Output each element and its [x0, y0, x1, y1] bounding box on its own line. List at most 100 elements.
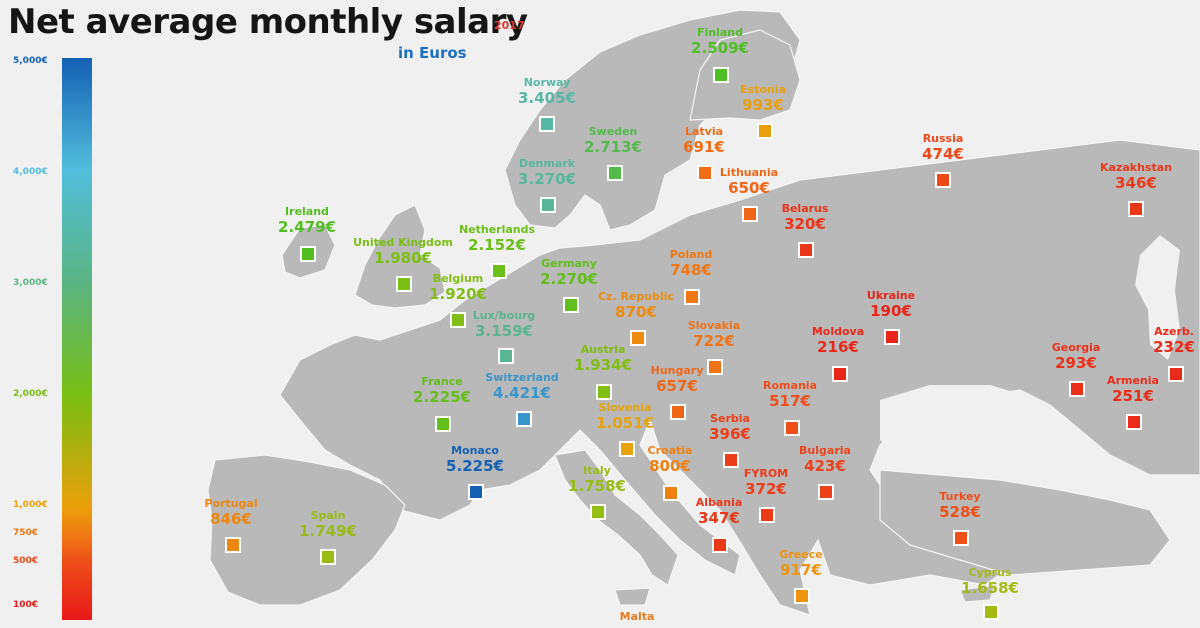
country-marker-slovakia — [707, 359, 723, 375]
country-name: Moldova — [811, 325, 865, 338]
country-salary: 691€ — [683, 137, 725, 156]
country-name: Russia — [922, 132, 964, 145]
country-salary: 2.509€ — [691, 38, 749, 57]
country-name: Latvia — [684, 125, 724, 138]
country-marker-sweden — [607, 165, 623, 181]
country-label-malta: Malta — [620, 610, 655, 624]
country-name: Portugal — [204, 497, 258, 510]
country-name: Slovakia — [687, 319, 741, 332]
country-label-estonia: Estonia 993€ — [740, 83, 786, 114]
country-salary: 216€ — [817, 337, 859, 356]
country-name: Switzerland — [485, 371, 559, 384]
country-name: Croatia — [647, 444, 693, 457]
country-marker-belarus — [798, 242, 814, 258]
country-label-spain: Spain 1.749€ — [299, 509, 357, 540]
country-name: Slovenia — [598, 401, 652, 414]
country-marker-netherlands — [491, 263, 507, 279]
caspian-sea — [1135, 235, 1180, 360]
country-label-azerb: Azerb. 232€ — [1153, 325, 1195, 356]
country-name: Cz. Republic — [597, 290, 675, 303]
iberia-landmass — [207, 454, 406, 606]
country-marker-romania — [784, 420, 800, 436]
country-marker-ukraine — [884, 329, 900, 345]
country-name: Ukraine — [866, 289, 916, 302]
country-label-slovenia: Slovenia 1.051€ — [596, 401, 654, 432]
country-marker-albania — [712, 537, 728, 553]
country-salary: 251€ — [1112, 386, 1154, 405]
country-name: Greece — [779, 548, 823, 561]
country-salary: 722€ — [693, 331, 735, 350]
country-marker-hungary — [670, 404, 686, 420]
country-name: Serbia — [710, 412, 750, 425]
country-label-ukraine: Ukraine 190€ — [866, 289, 916, 320]
country-label-croatia: Croatia 800€ — [647, 444, 693, 475]
country-label-denmark: Denmark 3.270€ — [518, 157, 576, 188]
country-salary: 347€ — [698, 508, 740, 527]
country-salary: 917€ — [780, 560, 822, 579]
country-salary: 650€ — [728, 178, 770, 197]
country-label-austria: Austria 1.934€ — [574, 343, 632, 374]
country-label-belgium: Belgium 1.920€ — [429, 272, 487, 303]
country-marker-cz-republic — [630, 330, 646, 346]
country-salary: 2.713€ — [584, 137, 642, 156]
country-salary: 993€ — [742, 95, 784, 114]
country-salary: 3.159€ — [475, 321, 533, 340]
country-salary: 846€ — [210, 509, 252, 528]
country-salary: 2.225€ — [413, 387, 471, 406]
country-marker-ireland — [300, 246, 316, 262]
country-salary: 1.980€ — [374, 248, 432, 267]
country-label-italy: Italy 1.758€ — [568, 464, 626, 495]
country-name: Germany — [541, 257, 597, 270]
country-name: Bulgaria — [799, 444, 851, 457]
country-name: Kazakhstan — [1100, 161, 1172, 174]
country-name: Cyprus — [968, 566, 1012, 579]
country-marker-portugal — [225, 537, 241, 553]
country-label-kazakhstan: Kazakhstan 346€ — [1100, 161, 1172, 192]
country-marker-france — [435, 416, 451, 432]
country-salary: 1.749€ — [299, 521, 357, 540]
country-label-greece: Greece 917€ — [779, 548, 823, 579]
country-salary: 320€ — [784, 214, 826, 233]
country-name: Norway — [523, 76, 571, 89]
legend-tick: 4,000€ — [13, 167, 48, 177]
country-name: Hungary — [650, 364, 704, 377]
country-salary: 372€ — [745, 479, 787, 498]
country-label-lithuania: Lithuania 650€ — [719, 166, 779, 197]
sicily-landmass — [614, 587, 651, 606]
country-label-russia: Russia 474€ — [922, 132, 964, 163]
country-name: Poland — [669, 248, 713, 261]
country-salary: 3.270€ — [518, 169, 576, 188]
country-label-bulgaria: Bulgaria 423€ — [799, 444, 851, 475]
country-salary: 474€ — [922, 144, 964, 163]
country-salary: 2.479€ — [278, 217, 336, 236]
country-marker-monaco — [468, 484, 484, 500]
country-name: Ireland — [285, 205, 329, 218]
country-name: Finland — [696, 26, 744, 39]
country-marker-greece — [794, 588, 810, 604]
country-name: Austria — [580, 343, 626, 356]
country-salary: 293€ — [1055, 353, 1097, 372]
country-salary: 190€ — [870, 301, 912, 320]
country-marker-russia — [935, 172, 951, 188]
country-marker-lithuania — [742, 206, 758, 222]
country-label-cyprus: Cyprus 1.658€ — [961, 566, 1019, 597]
country-label-lux-bourg: Lux/bourg 3.159€ — [473, 309, 536, 340]
italy-landmass — [554, 449, 679, 586]
country-name: Lithuania — [719, 166, 779, 179]
country-label-france: France 2.225€ — [413, 375, 471, 406]
page-title: Net average monthly salary — [8, 2, 528, 42]
country-salary: 4.421€ — [493, 383, 551, 402]
country-marker-latvia — [697, 165, 713, 181]
country-label-belarus: Belarus 320€ — [782, 202, 829, 233]
country-salary: 2.152€ — [468, 235, 526, 254]
country-marker-norway — [539, 116, 555, 132]
country-label-netherlands: Netherlands 2.152€ — [458, 223, 536, 254]
country-marker-moldova — [832, 366, 848, 382]
title-year: 2017 — [494, 19, 525, 32]
country-marker-germany — [563, 297, 579, 313]
country-name: Azerb. — [1154, 325, 1194, 338]
country-label-united-kingdom: United Kingdom 1.980€ — [353, 236, 453, 267]
country-marker-italy — [590, 504, 606, 520]
country-name: Netherlands — [458, 223, 536, 236]
country-marker-poland — [684, 289, 700, 305]
